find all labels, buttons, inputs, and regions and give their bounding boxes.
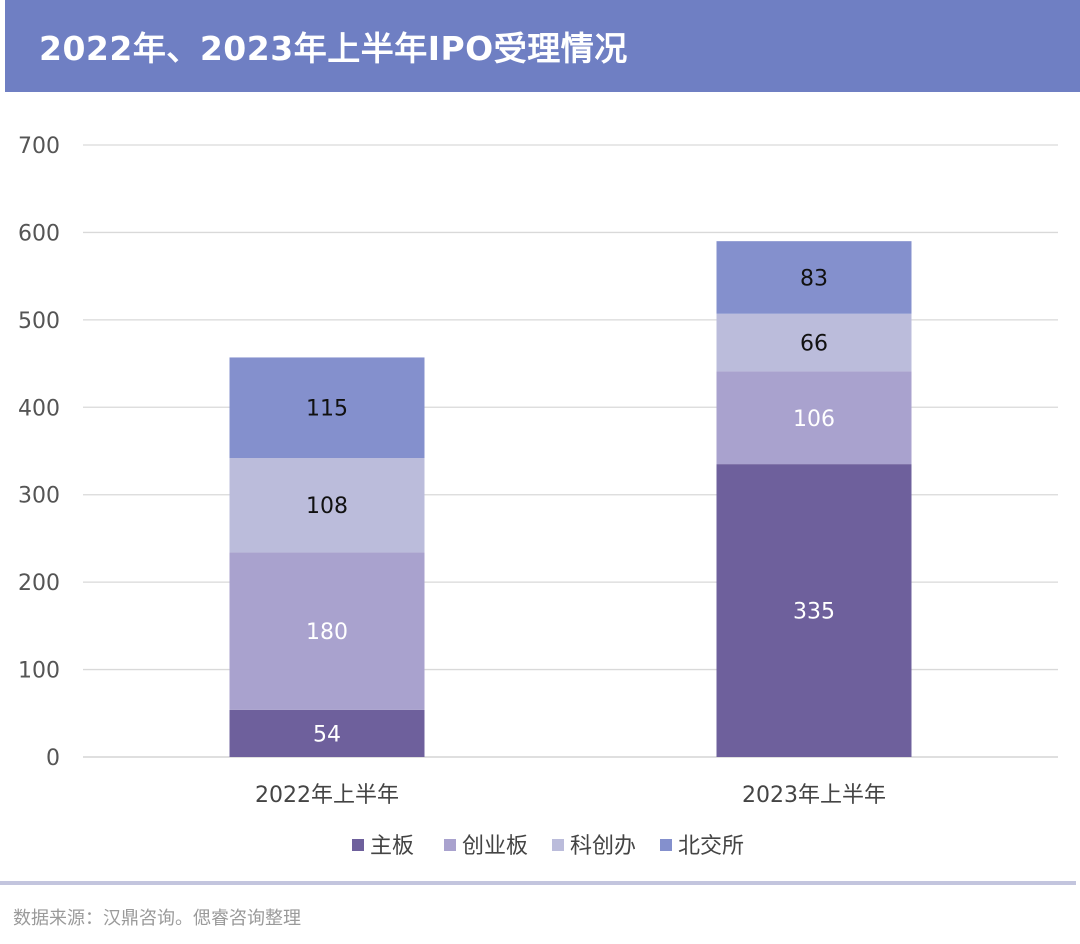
y-tick-label: 0 — [46, 746, 60, 771]
data-label: 54 — [313, 722, 341, 747]
stacked-bar-chart: 0 100 200 300 400 500 600 700 54 180 108 115 2022年上半… — [18, 134, 1058, 859]
data-label: 108 — [306, 494, 348, 519]
source-note: 数据来源：汉鼎咨询。偲睿咨询整理 — [13, 908, 301, 929]
data-label: 335 — [793, 600, 835, 625]
legend-swatch — [660, 839, 672, 851]
legend-entry: 主板 — [370, 834, 414, 859]
legend-swatch — [444, 839, 456, 851]
data-label: 106 — [793, 407, 835, 432]
bar-segment — [229, 709, 425, 757]
x-tick-label: 2023年上半年 — [742, 783, 886, 808]
title-bar: 2022年、2023年上半年IPO受理情况 — [5, 0, 1080, 92]
legend-entry: 北交所 — [678, 834, 744, 859]
legend-entry: 创业板 — [462, 834, 528, 859]
y-tick-label: 600 — [18, 221, 60, 246]
bar-segment — [229, 457, 425, 553]
legend-swatch — [352, 839, 364, 851]
legend-entry: 科创办 — [570, 834, 636, 859]
legend-swatch — [552, 839, 564, 851]
data-label: 115 — [306, 397, 348, 422]
bar-segment — [716, 241, 912, 314]
y-tick-label: 300 — [18, 484, 60, 509]
bar-segment — [229, 357, 425, 458]
data-label: 83 — [800, 266, 828, 291]
y-tick-label: 700 — [18, 134, 60, 159]
y-tick-label: 500 — [18, 309, 60, 334]
y-tick-label: 200 — [18, 571, 60, 596]
x-tick-label: 2022年上半年 — [255, 783, 399, 808]
bar-segment — [716, 313, 912, 372]
y-tick-label: 100 — [18, 659, 60, 684]
data-label: 66 — [800, 332, 828, 357]
data-label: 180 — [306, 620, 348, 645]
chart-title: 2022年、2023年上半年IPO受理情况 — [39, 29, 628, 68]
footer-divider — [0, 881, 1076, 885]
bar-segment — [716, 371, 912, 465]
bar-segment — [229, 552, 425, 710]
bar-segment — [716, 464, 912, 757]
y-tick-label: 400 — [18, 396, 60, 421]
